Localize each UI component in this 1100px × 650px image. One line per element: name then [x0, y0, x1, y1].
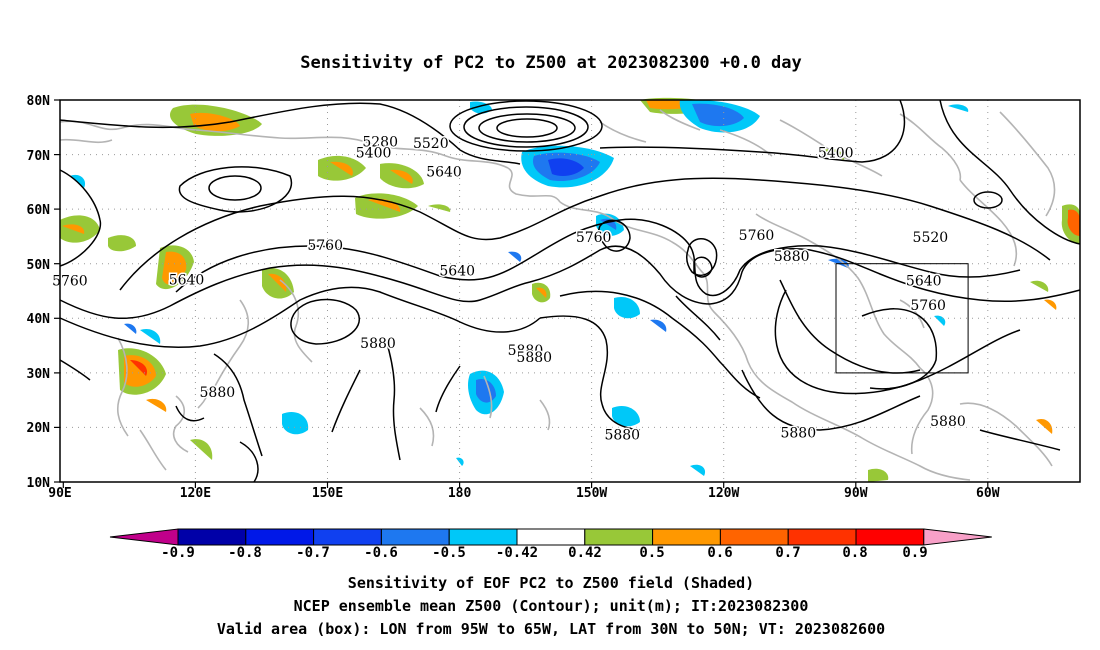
colorbar-segment	[787, 528, 857, 546]
lon-label: 150E	[312, 486, 343, 501]
axis-ticks	[54, 99, 989, 488]
contour-label: 5760	[307, 238, 343, 254]
contour-label: 5400	[356, 145, 392, 161]
contour-label: 5760	[739, 228, 775, 244]
contour-label: 5880	[930, 414, 966, 430]
colorbar-arrow-low	[109, 528, 179, 546]
z500-contours	[59, 99, 1081, 483]
graticule	[60, 100, 1080, 482]
contour-label: 5880	[360, 336, 396, 352]
colorbar-label: 0.6	[707, 545, 732, 561]
footer-caption: Sensitivity of EOF PC2 to Z500 field (Sh…	[217, 574, 885, 638]
lat-label: 70N	[27, 149, 51, 164]
colorbar-label: -0.7	[296, 545, 330, 561]
colorbar-segment	[380, 528, 450, 546]
lat-label: 30N	[27, 367, 51, 382]
lon-label: 120E	[180, 486, 211, 501]
contour-label: 5280	[362, 134, 398, 150]
colorbar-label: -0.6	[364, 545, 398, 561]
caption-line-3: Valid area (box): LON from 95W to 65W, L…	[217, 620, 885, 638]
contour-label: 5640	[426, 164, 462, 180]
colorbar-label: 0.7	[775, 545, 800, 561]
colorbar	[109, 528, 992, 546]
colorbar-label: -0.5	[432, 545, 466, 561]
colorbar-label: -0.42	[496, 545, 538, 561]
colorbar-label: -0.8	[228, 545, 262, 561]
contour-label: 5880	[604, 427, 640, 443]
lon-label: 120W	[708, 486, 739, 501]
contour-label: 5520	[913, 230, 949, 246]
colorbar-segment	[245, 528, 315, 546]
contour-label: 5880	[516, 350, 552, 366]
caption-line-1: Sensitivity of EOF PC2 to Z500 field (Sh…	[348, 574, 754, 592]
latitude-labels: 80N 70N 60N 50N 40N 30N 20N 10N	[27, 94, 51, 491]
contour-label: 5760	[576, 230, 612, 246]
colorbar-label: 0.9	[902, 545, 927, 561]
contour-label: 5640	[439, 264, 475, 280]
lon-label: 180	[448, 486, 472, 501]
colorbar-segment	[448, 528, 518, 546]
figure-title: Sensitivity of PC2 to Z500 at 2023082300…	[300, 53, 802, 73]
lat-label: 60N	[27, 203, 51, 218]
colorbar-segment	[516, 528, 586, 546]
colorbar-segment	[719, 528, 789, 546]
contour-label: 5400	[818, 145, 854, 161]
sensitivity-shading	[60, 97, 1080, 482]
lat-label: 40N	[27, 312, 51, 327]
contour-label: 5880	[508, 343, 544, 359]
colorbar-segment	[652, 528, 721, 546]
colorbar-arrow-high	[923, 528, 992, 546]
colorbar-label: 0.42	[568, 545, 602, 561]
longitude-labels: 90E 120E 150E 180 150W 120W 90W 60W	[48, 486, 999, 501]
contour-label: 5880	[780, 425, 816, 441]
contour-label: 5880	[200, 385, 236, 401]
lat-label: 50N	[27, 258, 51, 273]
contour-label: 5880	[774, 249, 810, 265]
caption-line-2: NCEP ensemble mean Z500 (Contour); unit(…	[294, 597, 809, 615]
colorbar-label: -0.9	[161, 545, 195, 561]
colorbar-label: 0.8	[842, 545, 867, 561]
lon-label: 90W	[844, 486, 868, 501]
colorbar-labels: -0.9 -0.8 -0.7 -0.6 -0.5 -0.42 0.42 0.5 …	[161, 545, 928, 561]
colorbar-label: 0.5	[639, 545, 664, 561]
positive-patches	[60, 97, 1080, 482]
contour-label: 5640	[169, 272, 205, 288]
lon-label: 60W	[976, 486, 1000, 501]
coastlines	[59, 109, 1056, 481]
lat-label: 10N	[27, 476, 51, 491]
lat-label: 80N	[27, 94, 51, 109]
lon-label: 150W	[576, 486, 607, 501]
colorbar-segment	[855, 528, 925, 546]
contour-label: 5640	[906, 274, 942, 290]
lon-label: 90E	[48, 486, 71, 501]
colorbar-segment	[584, 528, 654, 546]
colorbar-segment	[177, 528, 247, 546]
valid-area-box	[835, 263, 969, 374]
contour-label: 5520	[413, 136, 449, 152]
contour-label: 5760	[52, 274, 88, 290]
colorbar-segment	[313, 528, 382, 546]
negative-patches	[70, 99, 969, 476]
contour-label: 5760	[910, 298, 946, 314]
lat-label: 20N	[27, 421, 51, 436]
